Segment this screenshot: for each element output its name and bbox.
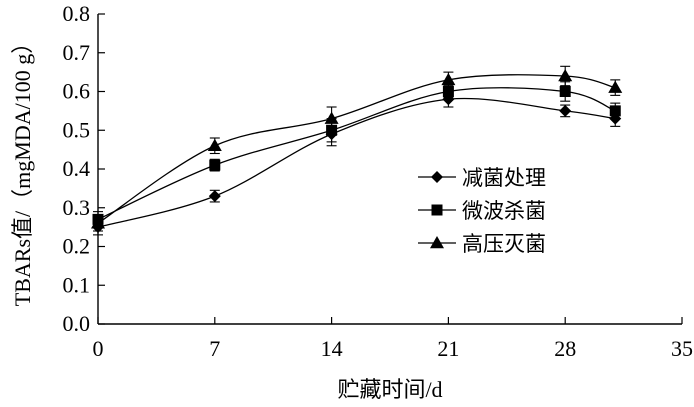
legend-label: 微波杀菌 xyxy=(462,199,546,223)
x-axis-title: 贮藏时间/d xyxy=(337,377,442,402)
y-tick-label: 0.3 xyxy=(63,195,91,220)
data-point xyxy=(442,86,454,97)
series-triangle xyxy=(91,65,623,232)
y-tick-label: 0.2 xyxy=(63,234,91,259)
y-tick-label: 0.1 xyxy=(63,272,91,297)
data-point xyxy=(608,80,623,93)
y-tick-label: 0.8 xyxy=(63,1,91,26)
legend-item: 高压灭菌 xyxy=(418,232,546,256)
data-point xyxy=(559,104,572,117)
y-tick-label: 0.0 xyxy=(63,311,91,336)
data-point xyxy=(559,86,571,97)
data-point xyxy=(207,138,222,151)
x-tick-label: 21 xyxy=(437,336,459,361)
data-point xyxy=(91,216,105,229)
data-point xyxy=(441,72,456,86)
legend-marker xyxy=(431,204,443,216)
axes: 0.0 0.1 0.2 0.3 0.4 0.5 0.6 0.7 0.8 0 7 14 21 28 35 xyxy=(63,1,694,361)
y-tick-label: 0.6 xyxy=(63,79,91,104)
legend-label: 高压灭菌 xyxy=(462,232,546,256)
x-tick-label: 28 xyxy=(554,336,576,361)
x-tick-label: 14 xyxy=(321,336,343,361)
x-tick-label: 7 xyxy=(209,336,220,361)
data-point xyxy=(208,190,221,203)
legend-item: 微波杀菌 xyxy=(418,199,546,223)
data-point xyxy=(324,111,339,124)
legend-marker xyxy=(430,236,444,249)
data-point xyxy=(609,105,621,117)
legend-marker xyxy=(431,171,443,183)
x-tick-label: 35 xyxy=(671,336,693,361)
y-tick-label: 0.5 xyxy=(63,117,91,142)
y-tick-label: 0.7 xyxy=(63,40,91,65)
legend-item: 减菌处理 xyxy=(418,166,546,190)
legend-label: 减菌处理 xyxy=(462,166,546,190)
data-point xyxy=(209,159,221,171)
y-axis-title: TBARs值/（mgMDA/100 g） xyxy=(10,32,35,306)
x-tick-label: 0 xyxy=(93,336,104,361)
data-point xyxy=(558,69,573,82)
series-layer xyxy=(91,65,623,236)
y-tick-label: 0.4 xyxy=(63,156,91,181)
